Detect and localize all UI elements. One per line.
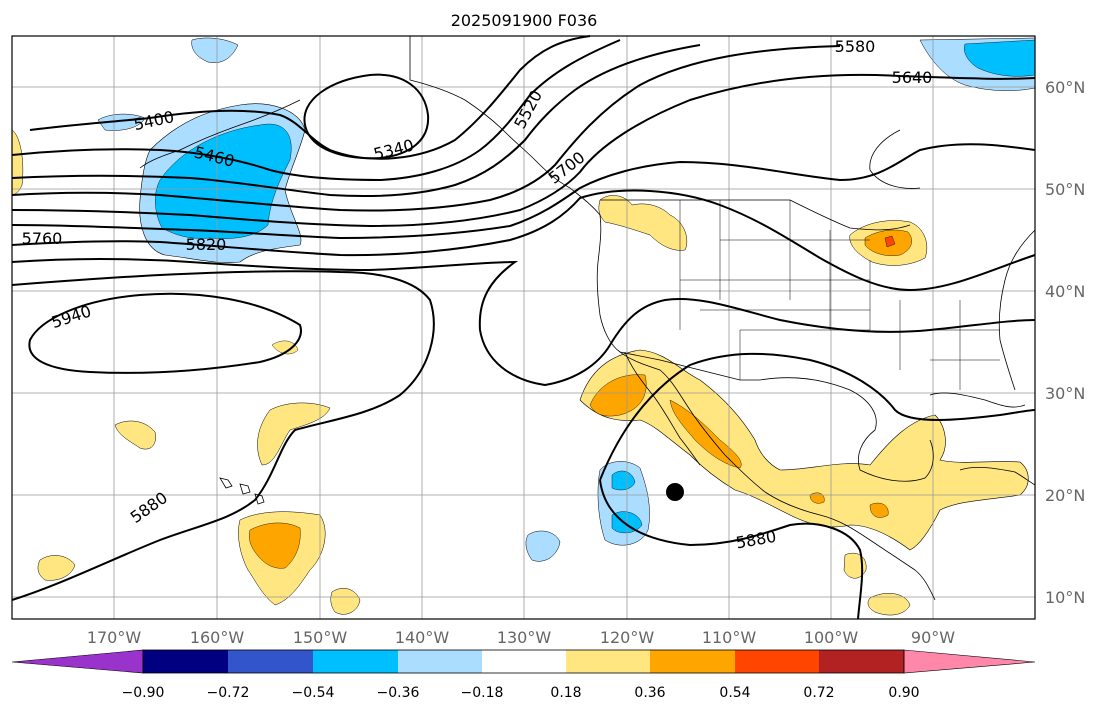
contour-5520: [11, 44, 701, 198]
lon-label: 170°W: [87, 628, 142, 647]
shade-yellow-bottom-right: [843, 552, 911, 616]
colorbar-segment: [313, 650, 398, 673]
lat-label: 50°N: [1045, 180, 1085, 199]
colorbar-extend-low: [11, 649, 144, 674]
coastlines: [139, 36, 1036, 601]
shade-yellow-far-southwest: [37, 555, 76, 581]
anomaly-shading: [11, 37, 1036, 616]
lon-label: 140°W: [395, 628, 450, 647]
coast-gulf-of-mexico: [759, 377, 934, 482]
contour-5460: [11, 39, 621, 182]
lon-label: 100°W: [804, 628, 859, 647]
shade-yellow-northwest-us: [598, 195, 688, 251]
colorbar-segment: [228, 650, 313, 673]
shade-blue-south: [525, 530, 561, 562]
storm-center-marker: [666, 483, 684, 501]
colorbar-extend-high: [903, 649, 1036, 674]
border-us-mexico: [619, 351, 760, 381]
coast-west-us: [596, 214, 936, 601]
contour-label: 5580: [835, 37, 876, 56]
shade-yellow-small-blob-1: [271, 340, 299, 355]
longitude-labels: 170°W 160°W 150°W 140°W 130°W 120°W 110°…: [87, 628, 955, 647]
shade-yellow-south-center: [330, 588, 361, 615]
colorbar-tick: −0.54: [292, 685, 335, 701]
contour-label: 5640: [892, 68, 933, 87]
colorbar-segment: [650, 650, 735, 673]
lat-label: 30°N: [1045, 384, 1085, 403]
contour-label: 5760: [22, 229, 63, 248]
lon-label: 160°W: [190, 628, 245, 647]
shade-orange-gulfcal: [669, 399, 742, 469]
contour-5760: [11, 189, 1036, 292]
coast-hudson: [869, 129, 921, 189]
colorbar-tick: 0.18: [550, 685, 581, 701]
height-contours: [11, 35, 1036, 620]
lat-label: 10°N: [1045, 588, 1085, 607]
shade-blue-eastpac-core: [611, 470, 643, 534]
lat-label: 60°N: [1045, 78, 1085, 97]
colorbar-segment: [398, 650, 482, 673]
contour-5400: [29, 35, 591, 160]
colorbar-segment: [819, 650, 904, 673]
colorbar-segment: [482, 650, 566, 673]
colorbar-tick: 0.72: [803, 685, 834, 701]
contour-5880: [11, 270, 435, 601]
coast-cuba: [959, 466, 1036, 486]
contour-5700: [11, 143, 1036, 240]
latitude-labels: 60°N 50°N 40°N 30°N 20°N 10°N: [1045, 78, 1085, 607]
gridlines: [12, 36, 1035, 619]
colorbar-tick: −0.36: [377, 685, 420, 701]
lon-label: 90°W: [911, 628, 955, 647]
state-lines: [679, 200, 1000, 390]
colorbar-tick: 0.36: [634, 685, 665, 701]
coast-east-us: [998, 229, 1036, 391]
coast-florida: [929, 392, 1026, 408]
shade-orange-south-hawaii: [249, 522, 301, 569]
contour-5580: [11, 45, 841, 212]
contour-5820: [11, 258, 1036, 387]
contour-5880-mexico: [599, 352, 1036, 620]
shade-blue-top-left: [191, 37, 239, 63]
colorbar-segment: [566, 650, 650, 673]
colorbar-tick: −0.18: [461, 685, 504, 701]
contour-5940: [28, 292, 302, 374]
contour-label: 5820: [186, 235, 227, 254]
shade-red-greatlakes: [884, 235, 896, 248]
lat-label: 40°N: [1045, 282, 1085, 301]
shade-orange-baja: [589, 374, 647, 417]
colorbar-tick: 0.90: [888, 685, 919, 701]
lon-label: 130°W: [497, 628, 552, 647]
shade-yellow-mexico: [579, 349, 1029, 551]
colorbar-tick: −0.72: [207, 685, 250, 701]
colorbar-segment: [143, 650, 228, 673]
colorbar: −0.90 −0.72 −0.54 −0.36 −0.18 0.18 0.36 …: [11, 649, 1036, 701]
lat-label: 20°N: [1045, 486, 1085, 505]
colorbar-tick: 0.54: [719, 685, 750, 701]
coast-baja: [624, 351, 701, 466]
colorbar-tick: −0.90: [122, 685, 165, 701]
shade-yellow-west-pac: [114, 420, 156, 450]
shade-blue-top-right-core: [964, 39, 1036, 77]
lon-label: 110°W: [702, 628, 757, 647]
shade-yellow-hawaii-north: [257, 402, 331, 466]
colorbar-segment: [735, 650, 819, 673]
lon-label: 150°W: [293, 628, 348, 647]
map-frame: [11, 35, 1036, 620]
coast-alaska: [409, 36, 601, 216]
colorbar-frame: [142, 649, 905, 674]
state-borders: [679, 200, 1000, 390]
border-us-canada: [600, 199, 911, 231]
contour-5640: [11, 73, 1036, 228]
map-title: 2025091900 F036: [451, 11, 598, 30]
lon-label: 120°W: [600, 628, 655, 647]
